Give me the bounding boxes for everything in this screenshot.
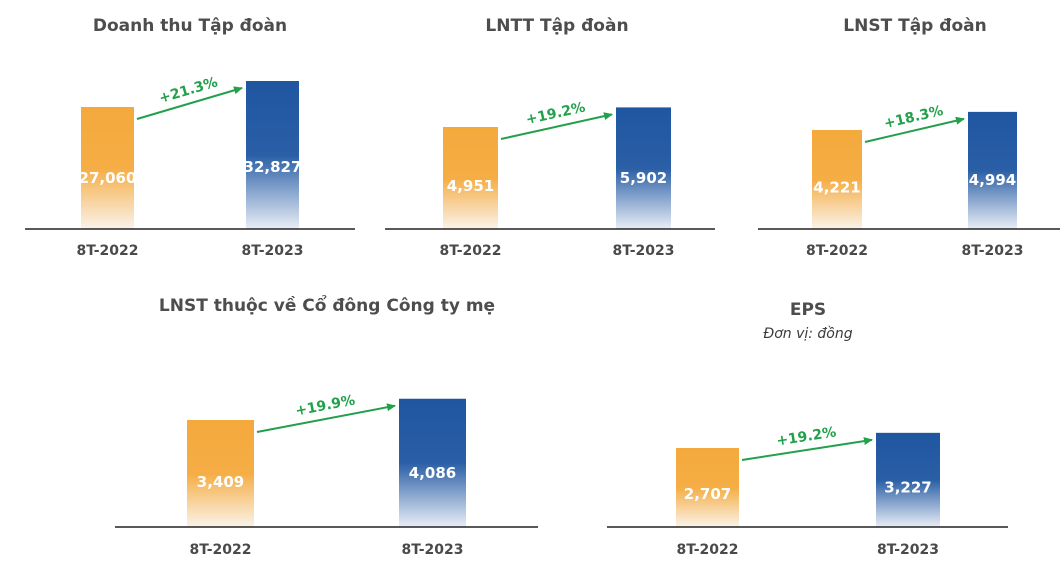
bar-8t-2023 (876, 432, 940, 527)
bar-8t-2023 (968, 111, 1017, 229)
data-label: 5,902 (620, 169, 667, 187)
chart-2: LNTT Tập đoàn 4,951 8T-2022 5,902 8T-2023 +19… (385, 16, 715, 259)
x-tick-label: 8T-2022 (439, 243, 501, 259)
data-label: 3,227 (884, 478, 931, 496)
bar-8t-2023 (246, 80, 299, 229)
bar-8t-2023 (399, 398, 466, 527)
data-label: 32,827 (244, 158, 302, 176)
growth-arrow (864, 116, 965, 143)
x-tick-label: 8T-2022 (806, 243, 868, 259)
chart-subtitle: Đơn vị: đồng (763, 325, 852, 342)
growth-label: +21.3% (157, 74, 219, 106)
bar-8t-2022 (676, 448, 739, 527)
bar-8t-2022 (187, 420, 254, 527)
chart-title: LNTT Tập đoàn (485, 16, 628, 36)
data-label: 4,951 (447, 177, 494, 195)
data-label: 2,707 (684, 485, 731, 503)
chart-title: LNST thuộc về Cổ đông Công ty mẹ (159, 294, 495, 316)
x-tick-label: 8T-2023 (877, 542, 939, 558)
bar-8t-2023 (616, 107, 671, 229)
chart-title: Doanh thu Tập đoàn (93, 16, 287, 36)
growth-arrow (256, 403, 396, 433)
data-label: 4,086 (409, 464, 456, 482)
chart-1: Doanh thu Tập đoàn 27,060 8T-2022 32,827 8T-… (25, 16, 355, 259)
x-tick-label: 8T-2022 (676, 542, 738, 558)
data-label: 3,409 (197, 473, 244, 491)
x-tick-label: 8T-2022 (76, 243, 138, 259)
x-tick-label: 8T-2023 (241, 243, 303, 259)
growth-label: +18.3% (882, 103, 944, 132)
chart-title: EPS (790, 300, 826, 320)
chart-3: LNST Tập đoàn 4,221 8T-2022 4,994 8T-2023 +18… (758, 16, 1060, 259)
x-tick-label: 8T-2023 (401, 542, 463, 558)
x-tick-label: 8T-2023 (961, 243, 1023, 259)
bar-8t-2022 (812, 130, 862, 229)
x-tick-label: 8T-2022 (189, 542, 251, 558)
bar-8t-2022 (443, 127, 498, 229)
bar-8t-2022 (81, 107, 134, 229)
growth-arrow (741, 437, 873, 461)
growth-arrow (500, 112, 613, 140)
chart-4: LNST thuộc về Cổ đông Công ty mẹ 3,409 8T-… (115, 294, 538, 558)
data-label: 4,994 (969, 171, 1016, 189)
growth-label: +19.2% (524, 99, 586, 128)
growth-arrow (136, 86, 243, 120)
data-label: 27,060 (79, 169, 137, 187)
data-label: 4,221 (813, 178, 860, 196)
chart-title: LNST Tập đoàn (843, 16, 986, 36)
x-tick-label: 8T-2023 (612, 243, 674, 259)
